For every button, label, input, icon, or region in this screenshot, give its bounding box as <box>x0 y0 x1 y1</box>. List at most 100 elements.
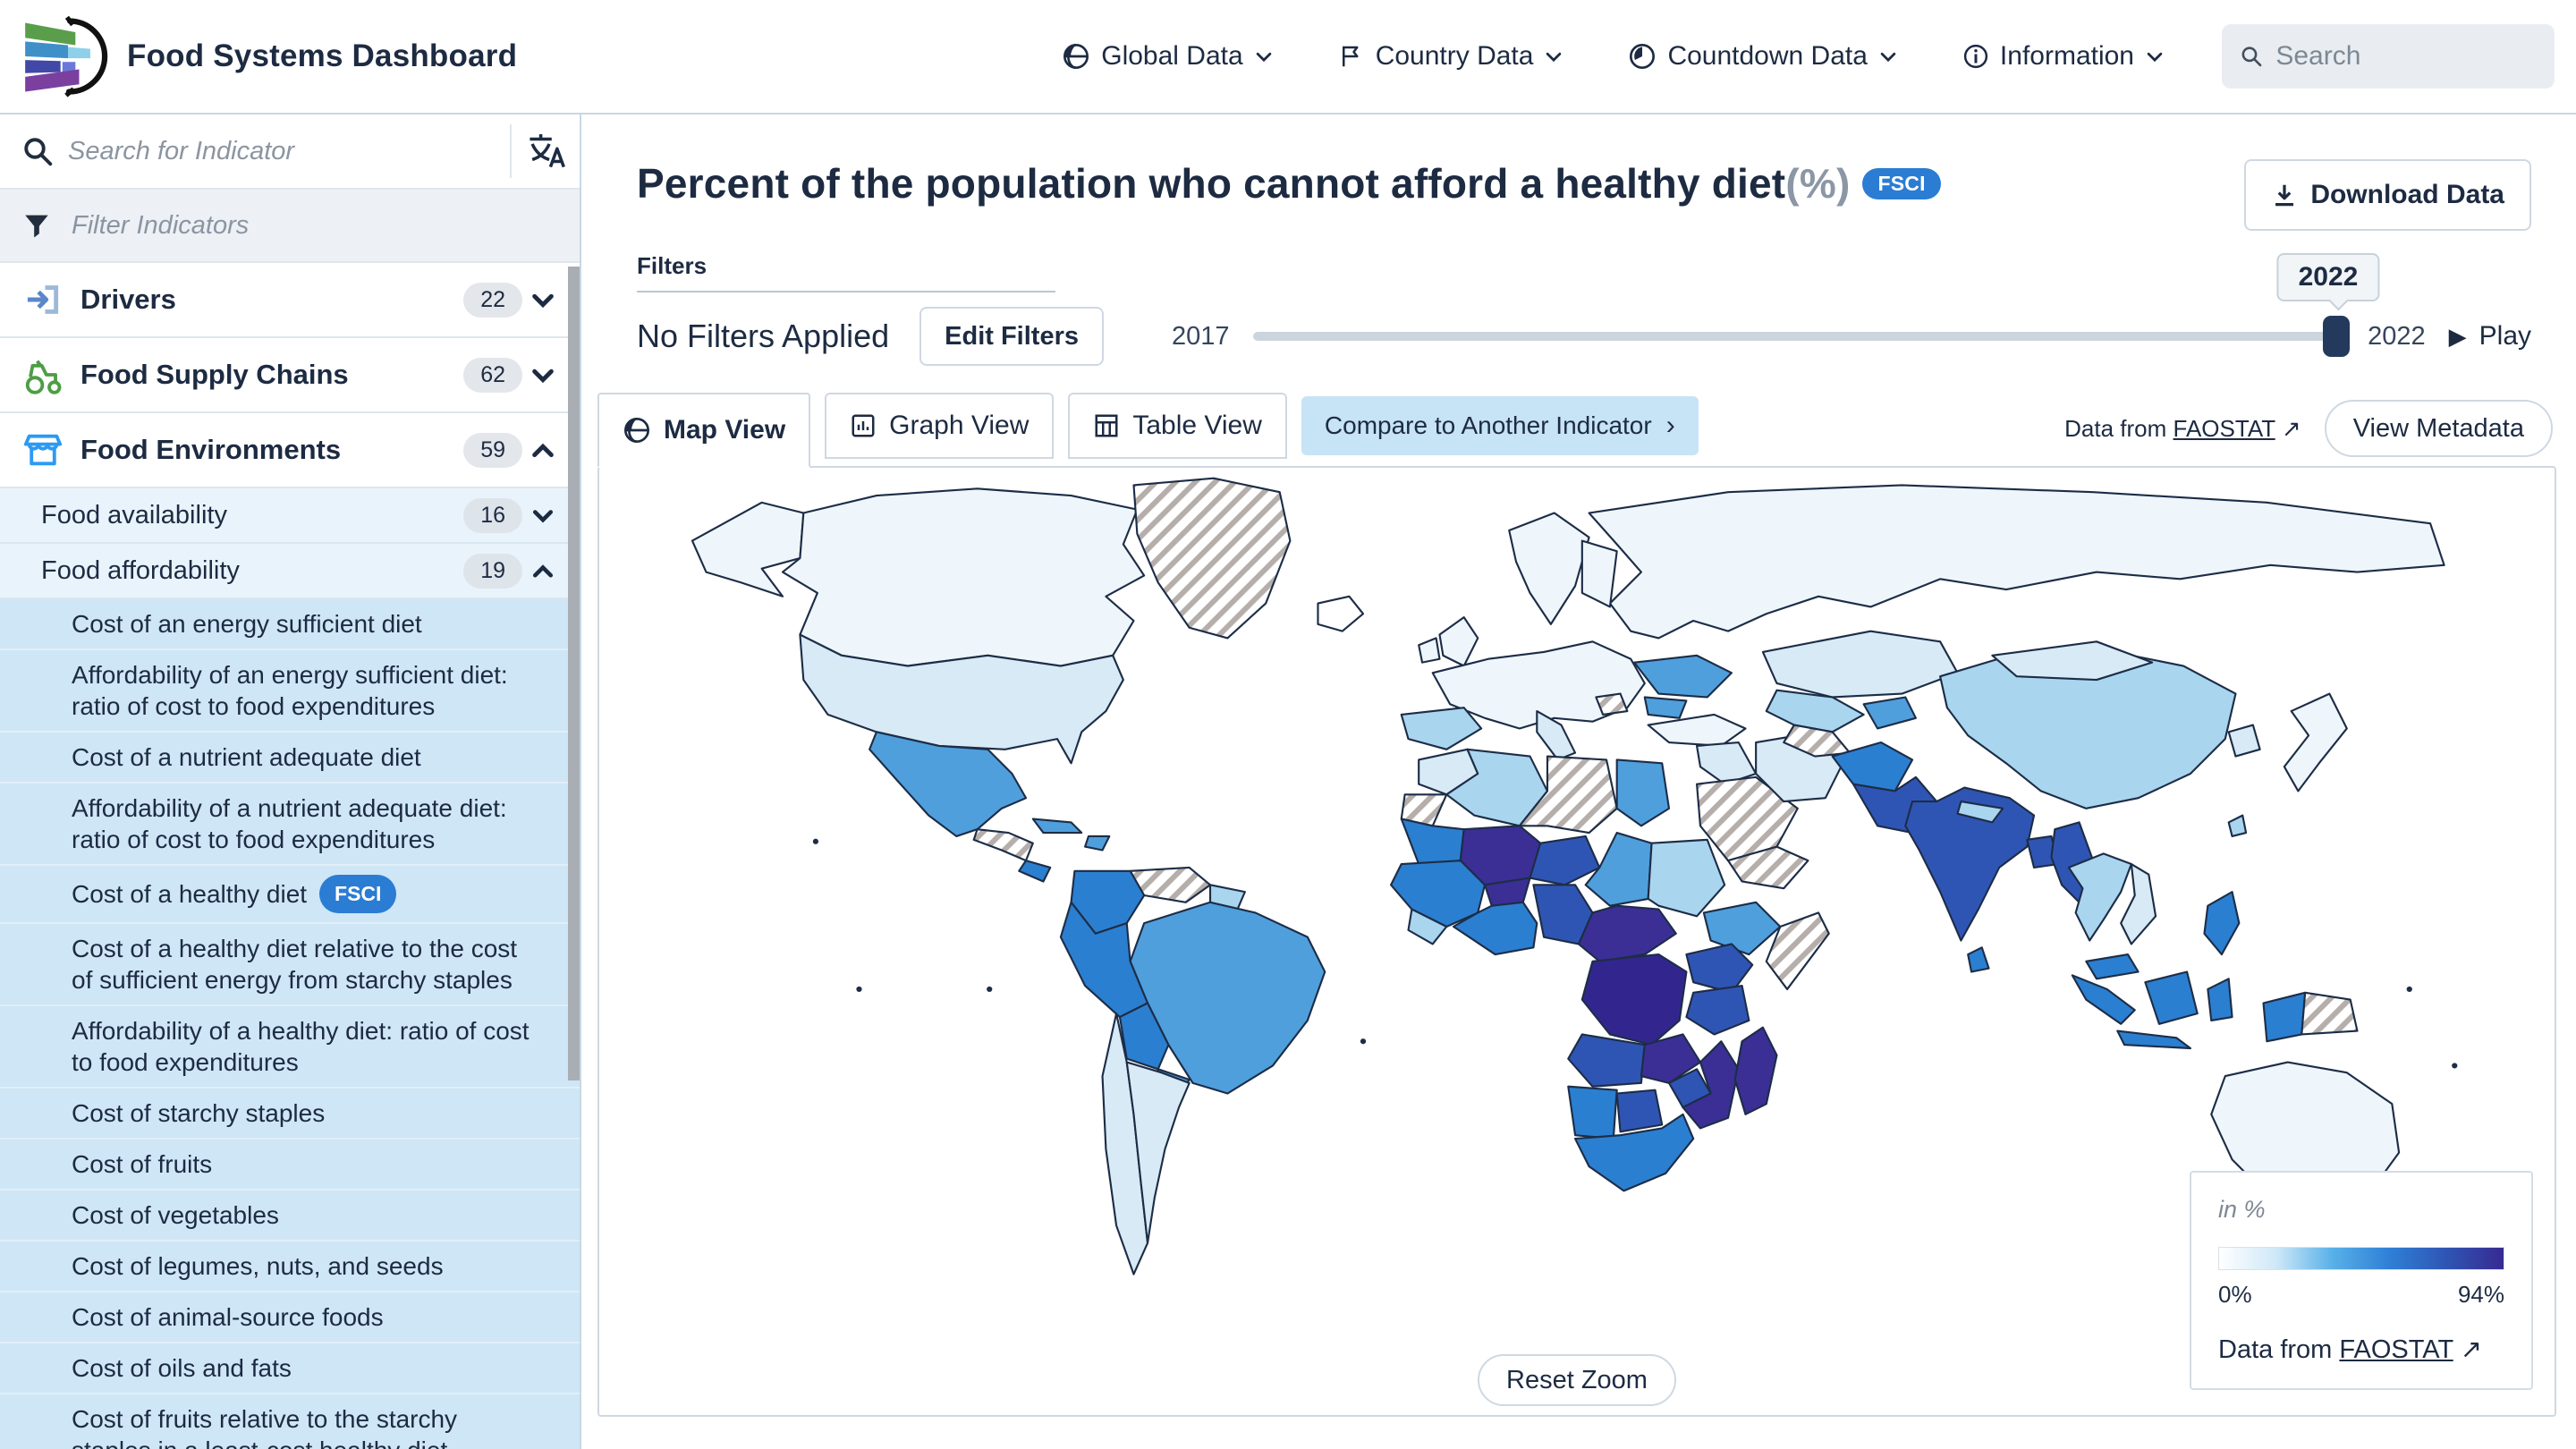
indicator-item[interactable]: Cost of vegetables <box>0 1191 580 1241</box>
region-botswana[interactable] <box>1615 1089 1664 1133</box>
region-hispaniola[interactable] <box>1084 835 1111 852</box>
translate-icon[interactable] <box>512 131 580 172</box>
faostat-link[interactable]: FAOSTAT <box>2339 1335 2453 1364</box>
region-balkans-no-data[interactable] <box>1595 692 1629 716</box>
region-costa-rica-panama[interactable] <box>1018 860 1052 883</box>
region-malaysia[interactable] <box>2085 953 2140 980</box>
region-finland[interactable] <box>1580 539 1618 608</box>
indicator-item[interactable]: Cost of oils and fats <box>0 1343 580 1394</box>
region-madagascar[interactable] <box>1733 1026 1778 1115</box>
region-usa[interactable] <box>799 633 1124 765</box>
region-uganda-kenya[interactable] <box>1685 943 1754 994</box>
region-south-africa[interactable] <box>1573 1113 1695 1192</box>
region-europe[interactable] <box>1431 640 1646 730</box>
region-japan[interactable] <box>2283 692 2348 792</box>
filter-indicators-button[interactable]: Filter Indicators <box>0 190 580 263</box>
nav-countdown-data[interactable]: Countdown Data <box>1628 41 1897 72</box>
indicator-item[interactable]: Cost of fruits relative to the starchy s… <box>0 1394 580 1449</box>
region-scandinavia[interactable] <box>1508 512 1590 625</box>
reset-zoom-button[interactable]: Reset Zoom <box>1478 1354 1676 1406</box>
nav-country-data[interactable]: Country Data <box>1338 41 1564 72</box>
region-zambia[interactable] <box>1640 1033 1702 1084</box>
region-korea[interactable] <box>2227 724 2261 758</box>
region-borneo[interactable] <box>2144 970 2199 1025</box>
indicator-item[interactable]: Cost of an energy sufficient diet <box>0 599 580 650</box>
tab-map-view[interactable]: Map View <box>597 393 811 468</box>
region-ethiopia[interactable] <box>1702 901 1782 956</box>
subcategory-food-affordability[interactable]: Food affordability 19 <box>0 544 580 599</box>
indicator-search-input[interactable] <box>54 136 510 166</box>
edit-filters-button[interactable]: Edit Filters <box>919 307 1104 366</box>
header-search-input[interactable] <box>2275 41 2537 72</box>
world-choropleth-map[interactable] <box>599 468 2555 1415</box>
tab-graph-view[interactable]: Graph View <box>825 393 1055 459</box>
region-sudan[interactable] <box>1647 838 1726 918</box>
view-metadata-button[interactable]: View Metadata <box>2324 400 2553 457</box>
tab-table-view[interactable]: Table View <box>1068 393 1287 459</box>
region-uk[interactable] <box>1438 616 1479 667</box>
region-mongolia[interactable] <box>1991 640 2154 682</box>
region-sri-lanka[interactable] <box>1967 946 1990 973</box>
nav-information[interactable]: Information <box>1962 41 2165 72</box>
region-argentina[interactable] <box>1125 1061 1191 1244</box>
region-afghanistan[interactable] <box>1831 741 1914 792</box>
region-turkmenistan[interactable] <box>1783 724 1852 758</box>
region-kyrgyzstan-tajikistan[interactable] <box>1862 696 1917 730</box>
region-ireland[interactable] <box>1418 637 1441 664</box>
region-java[interactable] <box>2116 1030 2191 1050</box>
play-button[interactable]: ▶ Play <box>2448 321 2531 351</box>
region-drc[interactable] <box>1580 953 1688 1046</box>
region-mexico[interactable] <box>869 731 1028 838</box>
region-niger[interactable] <box>1529 835 1601 886</box>
region-algeria[interactable] <box>1445 748 1549 827</box>
region-gulf-of-guinea[interactable] <box>1452 901 1538 956</box>
indicator-item-cost-of-a-healthy-diet[interactable]: Cost of a healthy diet FSCI <box>0 866 580 924</box>
category-drivers[interactable]: Drivers 22 <box>0 263 580 338</box>
region-russia[interactable] <box>1588 484 2445 640</box>
region-ukraine[interactable] <box>1633 654 1733 699</box>
region-nepal[interactable] <box>1956 801 2004 824</box>
region-thailand-laos[interactable] <box>2067 852 2132 942</box>
indicator-item[interactable]: Cost of starchy staples <box>0 1089 580 1140</box>
region-italy[interactable] <box>1536 709 1577 761</box>
indicator-item[interactable]: Cost of a healthy diet relative to the c… <box>0 924 580 1006</box>
region-spain[interactable] <box>1400 707 1483 750</box>
region-canada[interactable] <box>781 487 1146 667</box>
nav-global-data[interactable]: Global Data <box>1062 41 1273 72</box>
region-kazakhstan[interactable] <box>1761 630 1959 699</box>
region-egypt[interactable] <box>1615 758 1671 827</box>
category-food-supply-chains[interactable]: Food Supply Chains 62 <box>0 338 580 413</box>
indicator-item[interactable]: Affordability of a nutrient adequate die… <box>0 784 580 866</box>
region-somalia[interactable] <box>1765 911 1830 991</box>
header-search[interactable] <box>2222 24 2555 89</box>
region-greenland[interactable] <box>1132 477 1292 640</box>
region-libya[interactable] <box>1518 755 1618 835</box>
indicator-item[interactable]: Cost of a nutrient adequate diet <box>0 733 580 784</box>
region-sumatra[interactable] <box>2071 974 2136 1025</box>
sidebar-scrollbar[interactable] <box>568 267 580 1080</box>
indicator-item[interactable]: Affordability of a healthy diet: ratio o… <box>0 1006 580 1089</box>
region-yemen-oman[interactable] <box>1726 845 1809 890</box>
region-bolivia[interactable] <box>1118 1002 1170 1071</box>
region-alaska[interactable] <box>691 501 805 597</box>
region-sulawesi[interactable] <box>2207 978 2233 1021</box>
faostat-link[interactable]: FAOSTAT <box>2173 414 2275 442</box>
download-data-button[interactable]: Download Data <box>2244 159 2531 231</box>
region-papua-new-guinea[interactable] <box>2301 991 2359 1036</box>
region-vietnam[interactable] <box>2120 862 2157 945</box>
region-romania[interactable] <box>1643 696 1688 719</box>
indicator-item[interactable]: Cost of fruits <box>0 1140 580 1191</box>
region-cuba[interactable] <box>1031 818 1083 835</box>
region-guinea-coast[interactable] <box>1407 908 1448 945</box>
region-turkey[interactable] <box>1647 713 1747 747</box>
region-namibia[interactable] <box>1567 1085 1618 1140</box>
indicator-item[interactable]: Affordability of an energy sufficient di… <box>0 650 580 733</box>
year-slider-handle[interactable]: 2022 <box>2276 253 2380 357</box>
compare-indicator-button[interactable]: Compare to Another Indicator › <box>1301 396 1699 455</box>
indicator-item[interactable]: Cost of legumes, nuts, and seeds <box>0 1241 580 1292</box>
region-mozambique[interactable] <box>1682 1040 1740 1130</box>
region-angola[interactable] <box>1567 1033 1646 1088</box>
region-taiwan[interactable] <box>2227 814 2248 838</box>
indicator-item[interactable]: Cost of animal-source foods <box>0 1292 580 1343</box>
region-iceland[interactable] <box>1317 595 1365 632</box>
